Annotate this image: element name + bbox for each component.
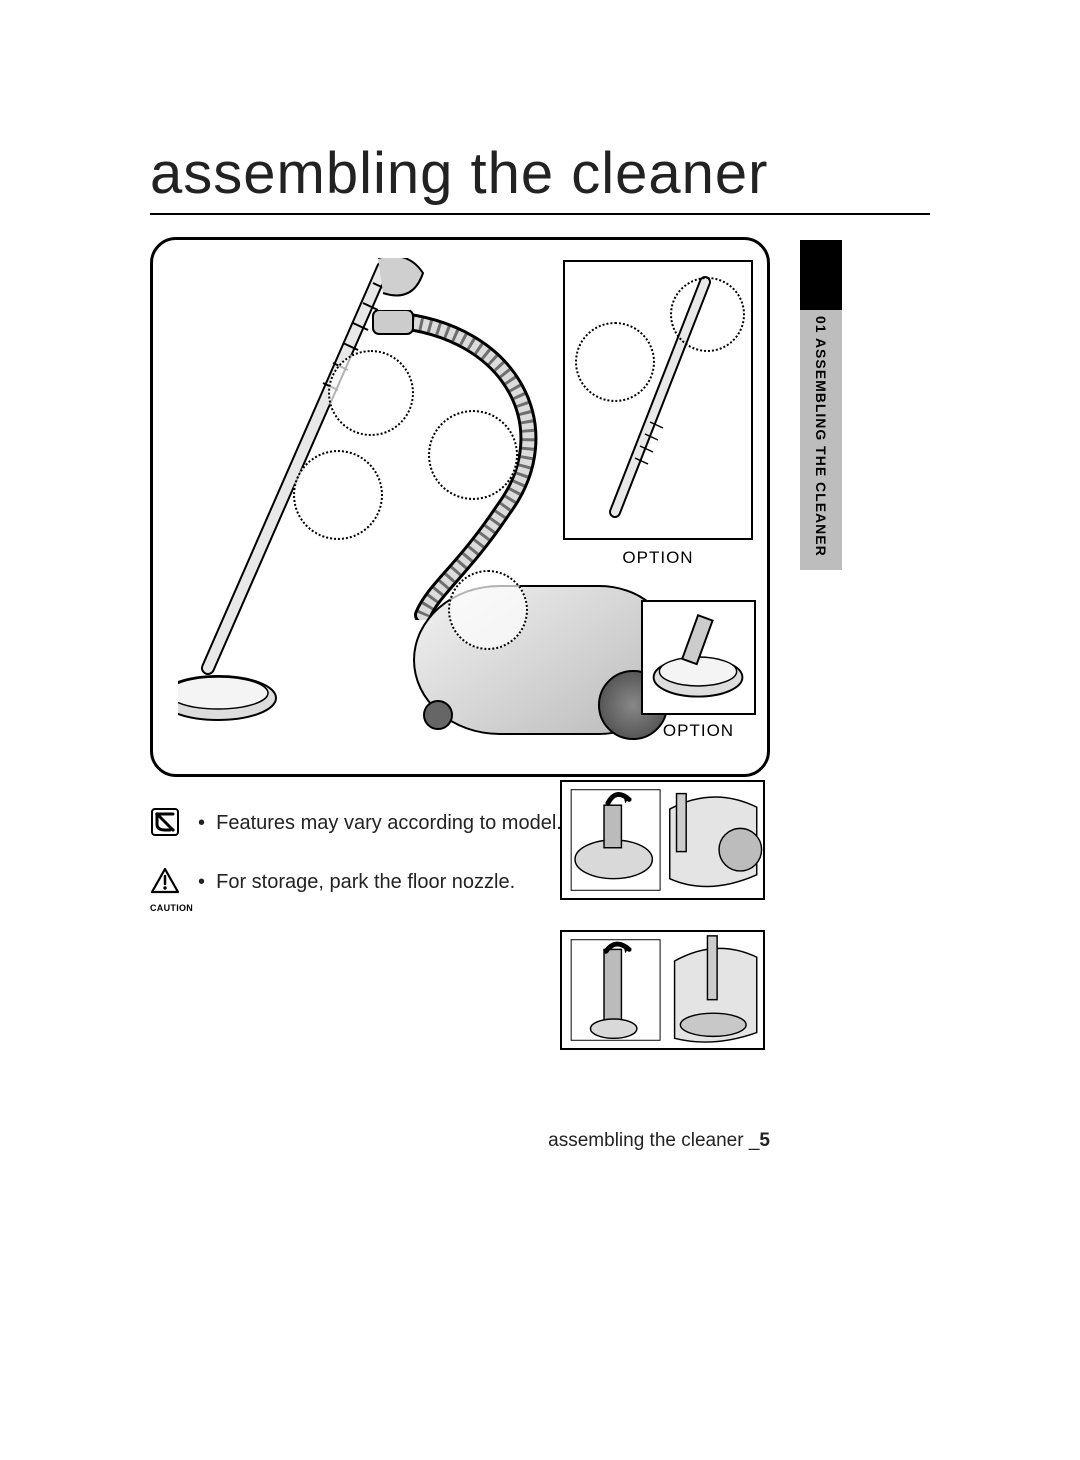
detail-circle — [575, 322, 655, 402]
page-footer: assembling the cleaner _5 — [150, 1130, 770, 1152]
detail-circle — [328, 350, 414, 436]
inset-telescopic-tube: OPTION — [563, 260, 753, 540]
caution-icon: CAUTION — [150, 866, 184, 913]
notes-section: Features may vary according to model. Re… — [150, 807, 930, 913]
page-number: 5 — [759, 1130, 770, 1151]
section-tab: 01 ASSEMBLING THE CLEANER — [800, 240, 842, 570]
inset-label: OPTION — [565, 548, 751, 568]
storage-figure-horizontal — [560, 780, 765, 900]
detail-circle — [293, 450, 383, 540]
note-icon — [150, 807, 184, 842]
page-title: assembling the cleaner — [150, 140, 930, 215]
detail-circle — [448, 570, 528, 650]
detail-circle — [670, 277, 745, 352]
detail-circle — [428, 410, 518, 500]
caution-label: CAUTION — [150, 903, 184, 913]
note-text: For storage, park the floor nozzle. — [198, 866, 515, 897]
inset-floor-nozzle: OPTION — [641, 600, 756, 715]
vacuum-wheel-front — [423, 700, 453, 730]
storage-figure-vertical — [560, 930, 765, 1050]
section-tab-label: 01 ASSEMBLING THE CLEANER — [800, 310, 842, 570]
inset-label: OPTION — [643, 721, 754, 741]
footer-text: assembling the cleaner _ — [548, 1130, 759, 1151]
assembly-diagram: OPTION OPTION — [150, 237, 770, 777]
